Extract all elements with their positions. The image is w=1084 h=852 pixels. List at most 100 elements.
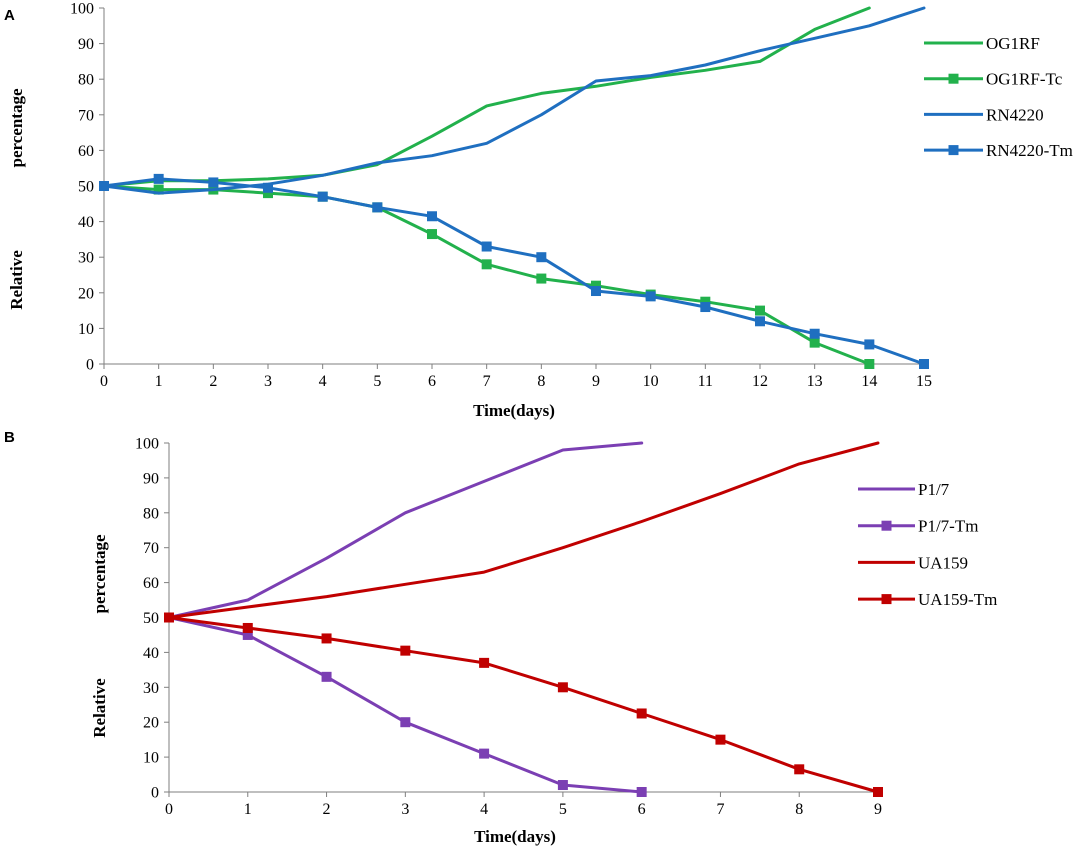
panel-b-y-tick-label: 20 xyxy=(143,715,159,732)
panel-a-legend-og1rf-tc-label: OG1RF-Tc xyxy=(986,70,1063,89)
panel-a-label: A xyxy=(4,7,15,24)
panel-b-series-p1-7-tm-point xyxy=(636,787,647,797)
panel-b-y-tick-label: 60 xyxy=(143,575,159,592)
panel-b-legend-p1-7-tm-label: P1/7-Tm xyxy=(918,517,978,536)
panel-b-series-ua159-tm-point xyxy=(321,633,332,644)
panel-b-y-tick-label: 0 xyxy=(151,785,159,802)
panel-a-x-tick-label: 12 xyxy=(752,373,768,390)
panel-b-y-axis-title-percentage: percentage xyxy=(90,534,109,613)
panel-a-x-tick-label: 2 xyxy=(209,373,217,390)
panel-a-y-tick-label: 50 xyxy=(78,179,94,196)
panel-b-y-tick-label: 30 xyxy=(143,680,159,697)
panel-b-x-tick-label: 6 xyxy=(638,801,646,818)
panel-b-series-ua159-tm-point xyxy=(715,734,726,745)
panel-a-series-og1rf-tc-point xyxy=(864,359,875,369)
panel-b-legend-p1-7-label: P1/7 xyxy=(918,480,950,499)
panel-a-x-tick-label: 13 xyxy=(807,373,823,390)
panel-b-series-ua159-tm-point xyxy=(794,764,805,775)
panel-a-x-tick-label: 8 xyxy=(537,373,545,390)
panel-a-y-tick-label: 10 xyxy=(78,321,94,338)
panel-b-series-p1-7-tm-line xyxy=(167,616,644,794)
panel-a-y-axis-title-percentage: percentage xyxy=(7,88,26,167)
panel-a-y-tick-label: 60 xyxy=(78,143,94,160)
panel-b-y-tick-label: 90 xyxy=(143,470,159,487)
panel-a-series-og1rf-tc-point xyxy=(809,337,820,348)
panel-a-legend-rn4220-tm-marker xyxy=(948,145,959,156)
panel-a-legend-og1rf-tc-marker xyxy=(948,73,959,84)
panel-b-y-tick-label: 40 xyxy=(143,645,159,662)
panel-b-x-tick-label: 1 xyxy=(244,801,252,818)
panel-a-x-tick-label: 9 xyxy=(592,373,600,390)
panel-a-x-tick-label: 0 xyxy=(100,373,108,390)
panel-a-x-tick-label: 14 xyxy=(861,373,877,390)
panel-b-x-tick-label: 5 xyxy=(559,801,567,818)
panel-a-series-og1rf-tc-point xyxy=(700,296,711,307)
panel-b-y-axis-title-relative: Relative xyxy=(90,678,109,738)
panel-a-series-og1rf-tc-point xyxy=(536,273,547,284)
panel-b-y-tick-label: 10 xyxy=(143,750,159,767)
panel-b-series-p1-7-tm-point xyxy=(557,780,568,791)
panel-b-series-ua159-line xyxy=(167,441,880,619)
panel-a-series-rn4220-tm-point xyxy=(317,191,328,202)
panel-a-series-rn4220-tm-point xyxy=(99,181,109,191)
panel-a-series-rn4220-tm-line xyxy=(102,177,926,366)
panel-a-x-tick-label: 5 xyxy=(373,373,381,390)
panel-a-series-rn4220-tm-point xyxy=(427,211,437,222)
panel-a-x-axis-title: Time(days) xyxy=(473,401,555,420)
panel-b-x-tick-label: 3 xyxy=(401,801,409,818)
panel-a-series-og1rf-tc-point xyxy=(481,259,492,270)
panel-a-y-tick-label: 20 xyxy=(78,285,94,302)
panel-b-y-tick-label: 70 xyxy=(143,540,159,557)
panel-a-y-tick-label: 70 xyxy=(78,107,94,124)
panel-b-x-tick-label: 4 xyxy=(480,801,488,818)
panel-b-legend-ua159-tm-marker xyxy=(881,594,892,605)
panel-a-x-tick-label: 10 xyxy=(643,373,659,390)
panel-a-series-rn4220-tm-point xyxy=(263,182,273,193)
panel-b-legend-ua159-label: UA159 xyxy=(918,553,968,572)
panel-a-y-axis-title-relative: Relative xyxy=(7,250,26,310)
panel-a-series-og1rf-tc-point xyxy=(153,184,164,195)
panel-a-y-tick-label: 100 xyxy=(70,1,94,18)
panel-a-series-og1rf-tc-point xyxy=(755,305,765,316)
panel-b-legend-p1-7-tm-marker xyxy=(881,520,892,531)
panel-a-series-rn4220-tm-point xyxy=(372,202,383,213)
panel-b-chart: B 0 10 20 30 40 50 60 70 80 90 100 0 1 2 3 4 5 6 7 8 9 Time(da… xyxy=(4,429,997,846)
panel-a-series-rn4220-tm-point xyxy=(755,316,765,327)
panel-a-series-rn4220-tm-point xyxy=(864,339,875,350)
panel-a-series-rn4220-tm-point xyxy=(809,328,820,339)
panel-b-series-ua159-tm-point xyxy=(636,708,647,719)
panel-b-series-p1-7-tm-point xyxy=(479,748,490,759)
panel-a-x-tick-label: 15 xyxy=(916,373,932,390)
panel-a-series-og1rf-tc-point xyxy=(591,280,601,291)
panel-a-x-tick-label: 7 xyxy=(483,373,491,390)
panel-a-x-tick-label: 3 xyxy=(264,373,272,390)
panel-b-x-tick-label: 2 xyxy=(323,801,331,818)
panel-a-legend-rn4220-label: RN4220 xyxy=(986,105,1044,124)
panel-b-series-ua159-tm-point xyxy=(557,682,568,693)
panel-b-label: B xyxy=(4,429,15,446)
panel-a-series-rn4220-tm-point xyxy=(700,302,711,313)
panel-a-series-rn4220-tm-point xyxy=(536,252,547,263)
panel-a-x-tick-label: 6 xyxy=(428,373,436,390)
panel-b-x-tick-label: 7 xyxy=(716,801,724,818)
panel-a-legend-og1rf-label: OG1RF xyxy=(986,34,1040,53)
panel-a-y-tick-label: 0 xyxy=(86,357,94,374)
panel-a-series-og1rf-tc-line xyxy=(102,184,871,366)
panel-a-x-tick-label: 1 xyxy=(155,373,163,390)
panel-b-y-tick-label: 50 xyxy=(143,610,159,627)
panel-a-y-tick-label: 90 xyxy=(78,36,94,53)
panel-a-y-tick-label: 80 xyxy=(78,72,94,89)
panel-a-y-tick-label: 30 xyxy=(78,250,94,267)
panel-b-x-tick-label: 8 xyxy=(795,801,803,818)
panel-b-series-p1-7-line xyxy=(167,441,644,619)
panel-b-series-ua159-tm-point xyxy=(164,612,174,623)
panel-a-series-rn4220-tm-point xyxy=(591,286,601,297)
panel-a-series-rn4220-tm-point xyxy=(919,359,929,369)
panel-a-y-tick-label: 40 xyxy=(78,214,94,231)
panel-b-y-tick-label: 100 xyxy=(135,436,159,453)
panel-b-series-p1-7-tm-point xyxy=(400,717,411,728)
panel-b-series-ua159-tm-line xyxy=(167,616,880,794)
panel-a-legend-rn4220-tm-label: RN4220-Tm xyxy=(986,141,1073,160)
